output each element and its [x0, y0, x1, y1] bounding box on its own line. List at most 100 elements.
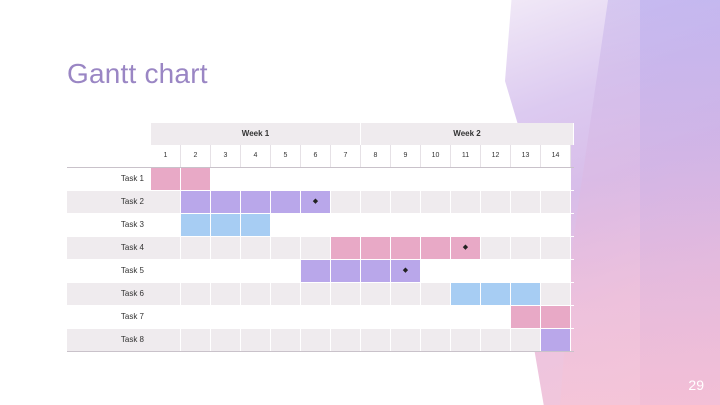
grid-cell — [301, 214, 331, 236]
grid-cell — [181, 283, 211, 305]
grid-cell — [271, 214, 301, 236]
grid-cell — [421, 168, 451, 190]
grid-cell — [151, 306, 181, 328]
grid-cell — [211, 168, 241, 190]
grid-cell — [181, 306, 211, 328]
grid-cell — [271, 306, 301, 328]
grid-cell — [151, 191, 181, 213]
task-bar-segment — [541, 306, 571, 328]
week-header: Week 2 — [361, 123, 574, 145]
milestone-icon: ◆ — [462, 244, 469, 251]
grid-cell — [241, 306, 271, 328]
gantt-task-row: Task 6 — [67, 283, 574, 306]
day-header: 11 — [451, 145, 481, 167]
grid-cell — [451, 306, 481, 328]
gantt-day-header: 1 2 3 4 5 6 7 8 9 10 11 12 13 14 — [67, 145, 574, 167]
day-header: 2 — [181, 145, 211, 167]
grid-cell — [541, 260, 571, 282]
grid-cell — [421, 214, 451, 236]
grid-cell — [271, 237, 301, 259]
grid-cell — [361, 214, 391, 236]
grid-cell — [421, 306, 451, 328]
gantt-week-header: Week 1 Week 2 — [67, 123, 574, 145]
grid-cell — [151, 237, 181, 259]
grid-cell — [331, 168, 361, 190]
gantt-chart: Week 1 Week 2 1 2 3 4 5 6 7 8 9 10 11 12 13 14 Task 1… — [67, 123, 574, 352]
grid-cell — [421, 329, 451, 351]
task-bar-segment — [541, 329, 571, 351]
task-bar-segment — [391, 237, 421, 259]
grid-cell — [451, 214, 481, 236]
grid-cell — [151, 329, 181, 351]
grid-cell — [331, 214, 361, 236]
grid-cell — [331, 283, 361, 305]
task-label: Task 8 — [67, 329, 151, 351]
grid-cell — [511, 237, 541, 259]
task-bar-segment — [181, 191, 211, 213]
grid-cell — [211, 237, 241, 259]
grid-cell — [421, 283, 451, 305]
task-bar-segment — [451, 283, 481, 305]
task-bar-segment — [331, 260, 361, 282]
grid-cell — [451, 329, 481, 351]
grid-cell — [511, 191, 541, 213]
grid-cell — [541, 214, 571, 236]
day-header: 6 — [301, 145, 331, 167]
gantt-task-row: Task 7 — [67, 306, 574, 329]
task-label: Task 2 — [67, 191, 151, 213]
grid-cell — [241, 237, 271, 259]
grid-cell — [271, 283, 301, 305]
grid-cell — [541, 237, 571, 259]
task-bar-segment — [361, 260, 391, 282]
day-header: 13 — [511, 145, 541, 167]
grid-cell — [181, 260, 211, 282]
grid-cell — [271, 329, 301, 351]
grid-cell — [241, 260, 271, 282]
grid-cell — [511, 214, 541, 236]
gantt-task-row: Task 4 ◆ — [67, 237, 574, 260]
task-bar-segment: ◆ — [301, 191, 331, 213]
day-header: 3 — [211, 145, 241, 167]
task-bar-segment: ◆ — [391, 260, 421, 282]
slide-title: Gantt chart — [67, 58, 208, 89]
grid-cell — [481, 237, 511, 259]
task-bar-segment — [241, 191, 271, 213]
grid-cell — [361, 283, 391, 305]
day-header: 12 — [481, 145, 511, 167]
grid-cell — [481, 329, 511, 351]
day-header: 4 — [241, 145, 271, 167]
grid-cell — [391, 306, 421, 328]
grid-cell — [331, 306, 361, 328]
day-header: 10 — [421, 145, 451, 167]
decorative-watercolor-edge — [640, 0, 720, 405]
header-spacer — [67, 145, 151, 167]
task-bar-segment — [181, 214, 211, 236]
grid-cell — [151, 260, 181, 282]
day-header: 7 — [331, 145, 361, 167]
grid-cell — [541, 168, 571, 190]
task-bar-segment: ◆ — [451, 237, 481, 259]
grid-cell — [511, 329, 541, 351]
gantt-task-row: Task 1 — [67, 168, 574, 191]
header-spacer — [67, 123, 151, 145]
grid-cell — [451, 168, 481, 190]
grid-cell — [271, 260, 301, 282]
grid-cell — [511, 260, 541, 282]
grid-cell — [481, 260, 511, 282]
grid-cell — [541, 283, 571, 305]
task-bar-segment — [511, 306, 541, 328]
milestone-icon: ◆ — [312, 198, 319, 205]
grid-cell — [481, 168, 511, 190]
task-bar-segment — [181, 168, 211, 190]
grid-cell — [421, 260, 451, 282]
grid-cell — [241, 329, 271, 351]
gantt-task-row: Task 8 — [67, 329, 574, 352]
grid-cell — [301, 306, 331, 328]
grid-cell — [541, 191, 571, 213]
grid-cell — [241, 168, 271, 190]
task-bar-segment — [481, 283, 511, 305]
task-bar-segment — [211, 214, 241, 236]
grid-cell — [391, 283, 421, 305]
grid-cell — [181, 329, 211, 351]
grid-cell — [211, 260, 241, 282]
